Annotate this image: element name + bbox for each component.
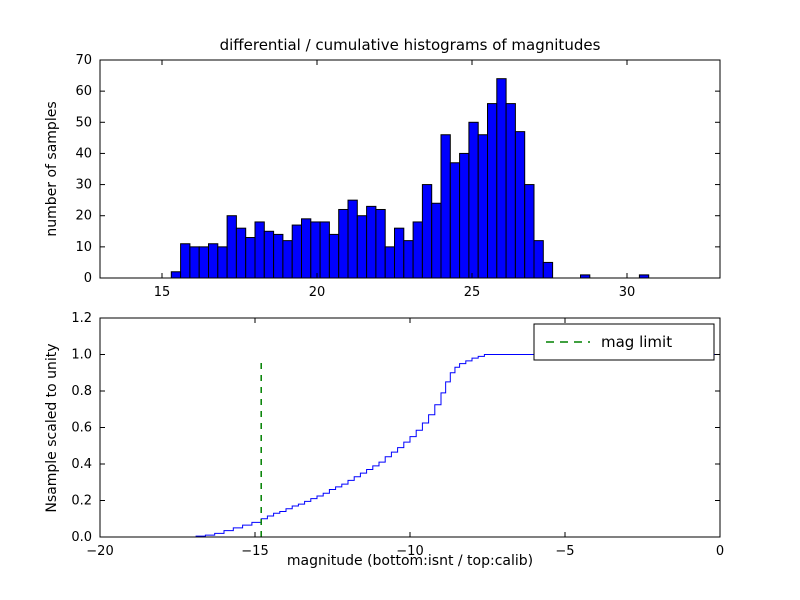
histogram-bar [328, 233, 340, 279]
histogram-bar [505, 103, 516, 279]
y-tick-label: 0.6 [71, 421, 92, 436]
histogram-bar [431, 202, 442, 279]
histogram-bars [170, 78, 650, 279]
x-tick-label: 30 [619, 285, 636, 300]
x-tick-label: 20 [309, 285, 326, 300]
histogram-bar [412, 221, 423, 279]
bottom-axes: −20 −15 −10 −5 0 0.0 0.2 0.4 0.6 0.8 1.0 1.2 [71, 311, 724, 559]
histogram-bar [198, 246, 209, 279]
y-tick-label: 0.8 [71, 384, 92, 399]
y-tick-label: 1.2 [71, 311, 92, 326]
y-tick-label: 40 [75, 146, 92, 161]
y-tick-label: 0 [84, 271, 92, 286]
histogram-bar [384, 246, 396, 279]
histogram-bar [235, 227, 247, 279]
x-tick-label: −5 [555, 544, 574, 559]
x-tick-label: 15 [154, 285, 171, 300]
histogram-bar [170, 271, 182, 279]
histogram-bar [533, 240, 544, 279]
histogram-bar [514, 131, 526, 279]
top-y-axis-label: number of samples [44, 101, 60, 237]
x-tick-label: −10 [396, 544, 423, 559]
histogram-bar [226, 215, 237, 279]
histogram-bar [301, 218, 312, 279]
histogram-bar [366, 205, 377, 279]
histogram-bar [310, 221, 321, 279]
y-tick-label: 60 [75, 84, 92, 99]
histogram-bar [263, 230, 275, 279]
histogram-bar [319, 221, 330, 279]
y-tick-label: 0.2 [71, 494, 92, 509]
x-tick-label: 25 [464, 285, 481, 300]
y-tick-label: 30 [75, 178, 92, 193]
histogram-bar [208, 243, 219, 279]
histogram-bar [524, 184, 535, 279]
histogram-bar [217, 246, 228, 279]
top-axes: 15 20 25 30 0 10 20 30 40 50 60 70 [75, 53, 721, 300]
histogram-bar [459, 152, 470, 279]
histogram-bar [468, 121, 479, 279]
histogram-bar [375, 208, 386, 279]
histogram-bar [487, 103, 498, 279]
histogram-bar [542, 261, 554, 279]
histogram-bar [273, 233, 284, 279]
histogram-bar [449, 162, 461, 279]
y-tick-label: 0.4 [71, 457, 92, 472]
y-tick-label: 0.0 [71, 530, 92, 545]
histogram-bar [403, 240, 414, 279]
histogram-bar [338, 208, 349, 279]
y-tick-label: 1.0 [71, 348, 92, 363]
histogram-bar [282, 240, 293, 279]
chart-title: differential / cumulative histograms of … [219, 36, 601, 54]
histogram-bar [477, 134, 489, 279]
legend-entry-mag-limit: mag limit [601, 333, 673, 351]
y-tick-label: 70 [75, 53, 92, 68]
histogram-bar [440, 134, 451, 279]
legend-box [533, 323, 715, 361]
histogram-bar [496, 78, 507, 279]
histogram-bar [421, 184, 433, 279]
y-tick-label: 20 [75, 209, 92, 224]
histogram-bar [394, 227, 405, 279]
x-tick-label: −15 [241, 544, 268, 559]
x-tick-label: −20 [86, 544, 113, 559]
y-tick-label: 10 [75, 240, 92, 255]
histogram-bar [347, 199, 358, 279]
histogram-bar [254, 221, 265, 279]
histogram-bar [180, 243, 191, 279]
histogram-bar [245, 237, 256, 279]
x-tick-label: 0 [716, 544, 724, 559]
bottom-x-axis-label: magnitude (bottom:isnt / top:calib) [286, 553, 534, 569]
cumulative-curve [100, 354, 720, 538]
y-tick-label: 50 [75, 115, 92, 130]
bottom-y-axis-label: Nsample scaled to unity [44, 343, 60, 513]
histogram-bar [291, 224, 303, 279]
histogram-bar [189, 246, 200, 279]
histogram-bar [356, 215, 368, 279]
